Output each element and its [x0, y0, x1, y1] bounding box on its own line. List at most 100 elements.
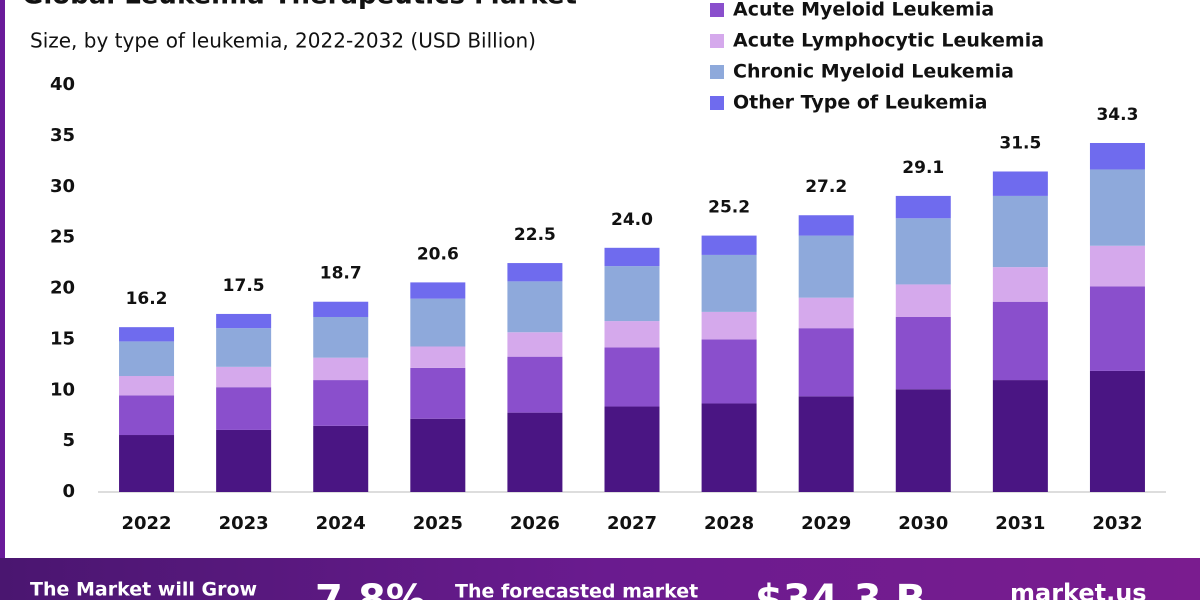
y-tick-label: 0	[62, 481, 75, 502]
x-tick-label: 2026	[510, 513, 560, 534]
bar-segment	[313, 301, 369, 317]
bar-segment	[119, 341, 175, 377]
bar-segment	[119, 376, 175, 396]
legend-label: Chronic Myeloid Leukemia	[733, 61, 1014, 83]
chart-subtitle: Size, by type of leukemia, 2022-2032 (US…	[30, 29, 536, 53]
legend-label: Acute Myeloid Leukemia	[733, 0, 994, 21]
bar-segment	[895, 218, 951, 285]
bar-segment	[216, 313, 272, 329]
bar-segment	[507, 263, 563, 282]
total-label: 17.5	[223, 276, 265, 296]
bar-segment	[798, 235, 854, 298]
total-label: 20.6	[417, 244, 459, 264]
bar-segment	[313, 357, 369, 381]
bar-segment	[1089, 169, 1145, 246]
legend-label: Acute Lymphocytic Leukemia	[733, 30, 1044, 52]
banner-forecast: The forecasted market	[455, 581, 698, 600]
bar-segment	[701, 254, 757, 312]
legend-swatch	[710, 96, 724, 110]
chart-title: Global Leukemia Therapeutics Market	[22, 0, 577, 11]
x-tick-label: 2027	[607, 513, 657, 534]
x-tick-label: 2031	[995, 513, 1045, 534]
bar-segment	[119, 395, 175, 436]
y-tick-label: 35	[50, 125, 75, 146]
total-label: 16.2	[126, 289, 168, 309]
frame-edge	[0, 0, 5, 600]
bar-segment	[410, 282, 466, 299]
bar-segment	[216, 387, 272, 430]
bar-segment	[313, 425, 369, 492]
bar-segment	[701, 339, 757, 404]
bar-segment	[992, 380, 1048, 492]
bar-segment	[701, 235, 757, 255]
bar-segment	[895, 316, 951, 390]
bar-segment	[895, 284, 951, 317]
bar-segment	[1089, 286, 1145, 371]
bar-segment	[313, 380, 369, 426]
bar-segment	[216, 429, 272, 492]
x-tick-label: 2029	[801, 513, 851, 534]
bar-segment	[604, 247, 660, 267]
y-tick-label: 5	[62, 430, 75, 451]
bar-segment	[119, 435, 175, 492]
y-tick-label: 40	[50, 74, 75, 95]
bar-segment	[410, 367, 466, 419]
bar-segment	[507, 332, 563, 357]
bar-segment	[798, 297, 854, 329]
total-label: 25.2	[708, 198, 750, 218]
bar-segment	[992, 171, 1048, 196]
bar-segment	[604, 321, 660, 348]
x-tick-label: 2025	[413, 513, 463, 534]
bar-segment	[1089, 245, 1145, 287]
bar-segment	[604, 347, 660, 407]
x-tick-label: 2030	[898, 513, 948, 534]
total-label: 22.5	[514, 225, 556, 245]
bar-segment	[216, 366, 272, 388]
x-tick-label: 2028	[704, 513, 754, 534]
x-tick-label: 2022	[121, 513, 171, 534]
bar-segment	[507, 356, 563, 413]
total-label: 31.5	[999, 133, 1041, 153]
y-tick-label: 30	[50, 176, 75, 197]
bar-segment	[798, 215, 854, 236]
x-tick-label: 2023	[219, 513, 269, 534]
bar-segment	[895, 389, 951, 492]
bar-segment	[410, 418, 466, 492]
bar-segment	[604, 406, 660, 492]
y-tick-label: 25	[50, 227, 75, 248]
total-label: 34.3	[1096, 105, 1138, 125]
bar-segment	[992, 195, 1048, 268]
x-tick-label: 2032	[1092, 513, 1142, 534]
bar-segment	[410, 346, 466, 368]
legend-swatch	[710, 65, 724, 79]
banner-cagr: 7.8%	[315, 577, 426, 600]
total-label: 27.2	[805, 177, 847, 197]
bar-segment	[507, 281, 563, 333]
total-label: 29.1	[902, 158, 944, 178]
bar-segment	[701, 403, 757, 492]
bar-segment	[701, 311, 757, 340]
total-label: 24.0	[611, 210, 653, 230]
legend-label: Other Type of Leukemia	[733, 92, 987, 114]
bar-segment	[507, 412, 563, 492]
legend-swatch	[710, 3, 724, 17]
bar-segment	[216, 328, 272, 367]
bar-segment	[119, 327, 175, 342]
banner-brand: market.us	[1010, 579, 1147, 600]
y-tick-label: 20	[50, 278, 75, 299]
x-tick-label: 2024	[316, 513, 366, 534]
banner-grow: The Market will Grow	[30, 579, 257, 600]
total-label: 18.7	[320, 264, 362, 284]
bar-segment	[604, 266, 660, 322]
bar-segment	[895, 195, 951, 219]
banner-forecast-value: $34.3 B	[755, 577, 926, 600]
bar-segment	[1089, 370, 1145, 492]
bar-segment	[798, 328, 854, 397]
y-tick-label: 10	[50, 379, 75, 400]
banner	[0, 558, 1200, 600]
bar-segment	[1089, 142, 1145, 170]
bar-segment	[410, 298, 466, 347]
bar-segment	[992, 301, 1048, 381]
bar-segment	[992, 267, 1048, 302]
